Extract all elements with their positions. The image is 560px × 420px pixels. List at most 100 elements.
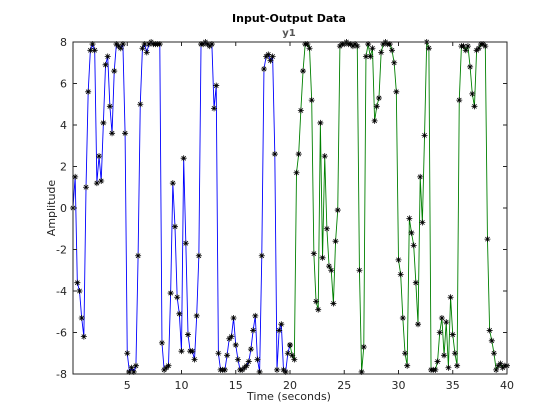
- data-point: [319, 254, 326, 261]
- data-point: [143, 49, 150, 56]
- y-tick-label: -2: [56, 244, 67, 257]
- data-point: [289, 352, 296, 359]
- data-point: [85, 88, 92, 95]
- data-point: [113, 41, 120, 48]
- data-point: [180, 155, 187, 162]
- data-point: [497, 360, 504, 367]
- data-point: [80, 333, 87, 340]
- data-point: [349, 43, 356, 50]
- data-point: [397, 271, 404, 278]
- data-point: [182, 240, 189, 247]
- data-point: [293, 169, 300, 176]
- data-point: [467, 63, 474, 70]
- data-point: [252, 312, 259, 319]
- data-point: [278, 321, 285, 328]
- data-point: [471, 103, 478, 110]
- y-tick-label: -4: [56, 285, 67, 298]
- data-point: [295, 151, 302, 158]
- data-point: [135, 252, 142, 259]
- data-point: [256, 368, 263, 375]
- data-point: [263, 53, 270, 60]
- data-point: [315, 306, 322, 313]
- data-point: [362, 53, 369, 60]
- data-point: [445, 364, 452, 371]
- data-point: [386, 41, 393, 48]
- data-point: [441, 352, 448, 359]
- data-point: [438, 314, 445, 321]
- data-point: [211, 105, 218, 112]
- y-axis-label: Amplitude: [45, 180, 58, 237]
- data-point: [221, 366, 228, 373]
- data-point: [408, 229, 415, 236]
- data-point: [300, 68, 307, 75]
- y-tick-label: 4: [60, 119, 67, 132]
- data-point: [102, 61, 109, 68]
- data-point: [117, 45, 124, 52]
- data-point: [336, 43, 343, 50]
- data-point: [254, 356, 261, 363]
- chart-title: Input-Output Data: [232, 12, 346, 25]
- data-point: [284, 350, 291, 357]
- data-point: [185, 331, 192, 338]
- x-tick-label: 15: [229, 379, 243, 392]
- data-point: [100, 119, 107, 126]
- data-point: [241, 364, 248, 371]
- data-point: [76, 288, 83, 294]
- data-point: [74, 279, 81, 286]
- data-point: [484, 236, 491, 243]
- data-point: [224, 352, 231, 359]
- data-point: [369, 45, 376, 52]
- data-point: [282, 368, 289, 375]
- data-point: [83, 184, 90, 191]
- x-tick-label: 25: [337, 379, 351, 392]
- data-point: [495, 362, 502, 369]
- x-axis-ticks: 5 10 15 20 25 30 35 40: [124, 42, 514, 392]
- data-point: [480, 41, 487, 48]
- data-point: [399, 314, 406, 321]
- data-point: [189, 348, 196, 355]
- data-point: [391, 59, 398, 66]
- data-point: [375, 95, 382, 102]
- data-point: [454, 362, 461, 369]
- data-point: [243, 362, 250, 369]
- data-point: [158, 339, 165, 346]
- data-point: [406, 215, 413, 222]
- y-tick-label: -6: [56, 327, 67, 340]
- data-point: [464, 43, 471, 50]
- data-point: [132, 362, 139, 369]
- y-tick-label: 6: [60, 78, 67, 91]
- data-point: [365, 41, 372, 48]
- data-point: [451, 350, 458, 357]
- data-point: [404, 362, 411, 369]
- data-point: [330, 300, 337, 307]
- data-point: [380, 41, 387, 48]
- data-point: [321, 153, 328, 160]
- data-point: [447, 294, 454, 301]
- x-axis-label: Time (seconds): [246, 390, 331, 403]
- data-point: [174, 294, 181, 301]
- data-point: [273, 366, 280, 373]
- data-point: [334, 207, 341, 214]
- x-tick-label: 10: [175, 379, 189, 392]
- y-tick-label: 0: [60, 202, 67, 215]
- data-point: [486, 327, 493, 334]
- data-point: [213, 82, 220, 89]
- data-point: [230, 314, 237, 321]
- data-point: [347, 41, 354, 48]
- data-point: [434, 358, 441, 365]
- data-point: [139, 45, 146, 52]
- data-point: [482, 43, 489, 50]
- x-tick-label: 40: [500, 379, 514, 392]
- data-point: [308, 97, 315, 104]
- data-point: [111, 68, 118, 75]
- data-point: [415, 321, 422, 328]
- data-point: [247, 346, 254, 353]
- data-point: [245, 358, 252, 365]
- data-point: [425, 45, 432, 52]
- data-point: [419, 219, 426, 226]
- data-point: [310, 250, 317, 257]
- data-point: [260, 65, 267, 72]
- data-point: [358, 368, 365, 375]
- data-point: [156, 41, 163, 48]
